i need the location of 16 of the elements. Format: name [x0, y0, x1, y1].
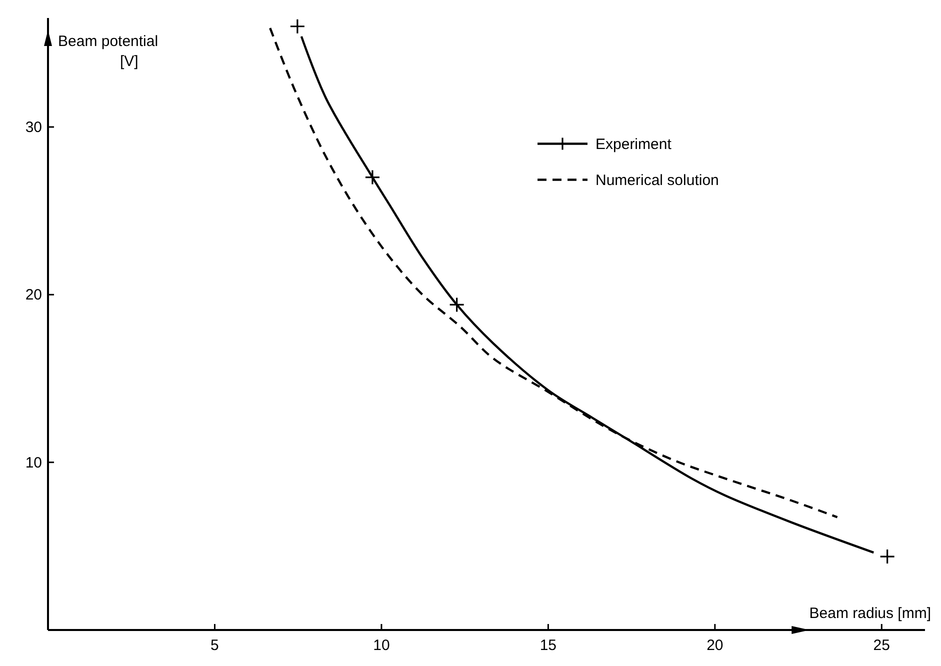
point — [880, 548, 896, 564]
point — [364, 169, 380, 186]
y-axis-title: Beam potential [V] — [58, 33, 158, 70]
point — [290, 18, 306, 34]
y-tick-label: 10 — [25, 454, 42, 472]
legend-label: Numerical solution — [596, 172, 719, 189]
point — [449, 296, 465, 313]
legend-label: Experiment — [596, 136, 672, 153]
x-tick-label: 25 — [873, 637, 890, 654]
x-tick-label: 5 — [210, 637, 219, 654]
y-tick-label: 30 — [25, 118, 42, 136]
x-tick-label: 15 — [540, 637, 557, 654]
x-tick-label: 10 — [373, 637, 390, 654]
y-tick-label: 20 — [25, 286, 42, 304]
x-tick-label: 20 — [706, 637, 724, 654]
x-axis-title: Beam radius [mm] — [809, 605, 931, 622]
